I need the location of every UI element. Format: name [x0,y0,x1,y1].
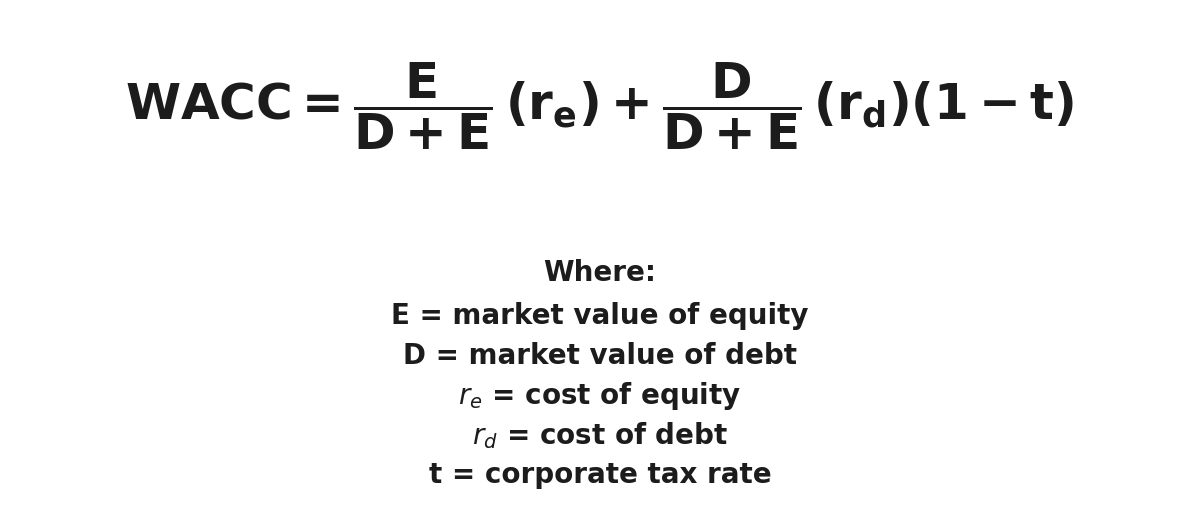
Text: D = market value of debt: D = market value of debt [403,342,797,370]
Text: t = corporate tax rate: t = corporate tax rate [428,461,772,489]
Text: Where:: Where: [544,260,656,287]
Text: E = market value of equity: E = market value of equity [391,302,809,330]
Text: $\mathbf{WACC = \dfrac{E}{D+E}\,(r_e) + \dfrac{D}{D+E}\,(r_d)(1-t)}$: $\mathbf{WACC = \dfrac{E}{D+E}\,(r_e) + … [125,61,1075,152]
Text: $r_d$ = cost of debt: $r_d$ = cost of debt [472,420,728,451]
Text: $r_e$ = cost of equity: $r_e$ = cost of equity [458,380,742,412]
